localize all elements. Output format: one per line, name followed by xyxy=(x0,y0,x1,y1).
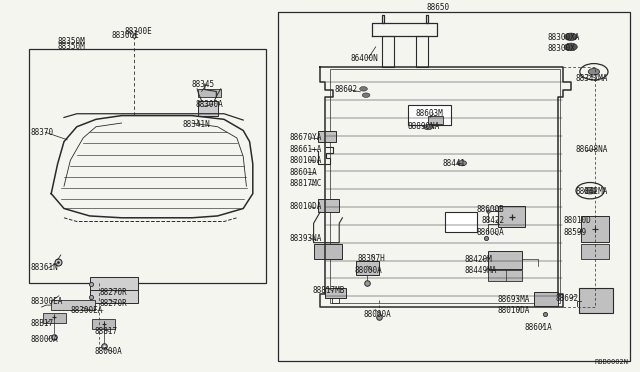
Text: 88599: 88599 xyxy=(563,228,586,237)
Text: 88601A: 88601A xyxy=(289,167,317,177)
Bar xyxy=(90,290,138,303)
Text: 88670YA: 88670YA xyxy=(289,134,322,142)
Circle shape xyxy=(360,87,367,91)
Bar xyxy=(314,244,342,259)
Text: 88603M: 88603M xyxy=(416,109,444,118)
Text: 88000A: 88000A xyxy=(355,266,382,275)
Text: 88449MA: 88449MA xyxy=(465,266,497,275)
Text: 88661+A: 88661+A xyxy=(289,145,322,154)
Text: 88300EA: 88300EA xyxy=(31,297,63,306)
Bar xyxy=(325,288,346,298)
Circle shape xyxy=(588,68,600,75)
Text: 88600A: 88600A xyxy=(477,228,504,237)
Text: 86400N: 86400N xyxy=(351,54,378,62)
Text: 88010DA: 88010DA xyxy=(289,156,322,165)
Text: 88010DA: 88010DA xyxy=(289,202,322,211)
Bar xyxy=(29,49,266,283)
Text: 88342MA: 88342MA xyxy=(576,187,609,196)
Text: 88817MB: 88817MB xyxy=(312,286,345,295)
Bar xyxy=(318,131,336,142)
Text: 88602: 88602 xyxy=(334,85,357,94)
Text: 88000A: 88000A xyxy=(31,335,58,344)
Text: 88300XA: 88300XA xyxy=(547,33,580,42)
Text: 88393NA: 88393NA xyxy=(289,234,322,243)
Text: 88817MC: 88817MC xyxy=(289,179,322,189)
Bar xyxy=(581,244,609,259)
Text: 88600B: 88600B xyxy=(477,205,504,214)
Text: 88341N: 88341N xyxy=(182,121,210,129)
Bar xyxy=(356,260,379,275)
Text: 88342MA: 88342MA xyxy=(576,74,609,83)
Text: 88608NA: 88608NA xyxy=(576,145,609,154)
Bar xyxy=(498,205,525,227)
Bar xyxy=(318,199,339,212)
Bar xyxy=(445,212,477,231)
Bar xyxy=(330,69,560,303)
Bar xyxy=(428,116,443,124)
Text: 88601A: 88601A xyxy=(525,323,552,332)
Bar xyxy=(488,251,522,269)
Text: 88422: 88422 xyxy=(481,216,504,225)
Text: 88370: 88370 xyxy=(31,128,54,137)
Circle shape xyxy=(362,93,370,97)
Text: 88000A: 88000A xyxy=(95,347,122,356)
Text: R8B0002N: R8B0002N xyxy=(595,359,628,365)
Text: 88300X: 88300X xyxy=(547,44,575,53)
Text: 88350M: 88350M xyxy=(58,37,85,46)
Bar xyxy=(416,36,428,67)
Text: 88000A: 88000A xyxy=(364,310,391,319)
Text: 88650: 88650 xyxy=(427,3,450,12)
Bar xyxy=(92,319,115,329)
Circle shape xyxy=(564,43,577,51)
Text: 88890NA: 88890NA xyxy=(407,122,440,131)
Text: 88300A: 88300A xyxy=(195,100,223,109)
Text: 88300EA: 88300EA xyxy=(70,306,103,315)
Text: 88692: 88692 xyxy=(556,294,579,303)
Text: 88270R: 88270R xyxy=(99,299,127,308)
Text: 88817: 88817 xyxy=(95,327,118,336)
Circle shape xyxy=(564,33,577,41)
Text: 88693MA: 88693MA xyxy=(498,295,531,304)
Text: 88345: 88345 xyxy=(192,80,215,89)
Text: 88270R: 88270R xyxy=(99,288,127,296)
Bar xyxy=(51,299,95,310)
Text: 88300E: 88300E xyxy=(125,27,152,36)
Bar xyxy=(278,12,630,361)
Bar xyxy=(90,277,138,291)
Circle shape xyxy=(584,187,596,194)
Circle shape xyxy=(458,161,467,166)
Text: 88B17: 88B17 xyxy=(31,319,54,328)
Bar xyxy=(488,270,522,281)
Text: 88420M: 88420M xyxy=(465,255,492,264)
Text: 88361N: 88361N xyxy=(31,263,58,272)
Bar xyxy=(382,36,394,67)
Text: 88307H: 88307H xyxy=(357,254,385,263)
Bar xyxy=(198,101,218,116)
Text: 88010D: 88010D xyxy=(563,216,591,225)
Bar xyxy=(408,105,451,125)
Circle shape xyxy=(424,125,433,130)
Bar xyxy=(579,288,613,312)
Bar xyxy=(198,89,221,97)
Text: 88010DA: 88010DA xyxy=(498,306,531,315)
Bar xyxy=(581,216,609,242)
Bar xyxy=(43,312,66,323)
Text: 88350M: 88350M xyxy=(58,42,85,51)
Text: 88300E: 88300E xyxy=(112,31,140,40)
Text: 88441: 88441 xyxy=(443,159,466,168)
Bar xyxy=(534,292,558,306)
